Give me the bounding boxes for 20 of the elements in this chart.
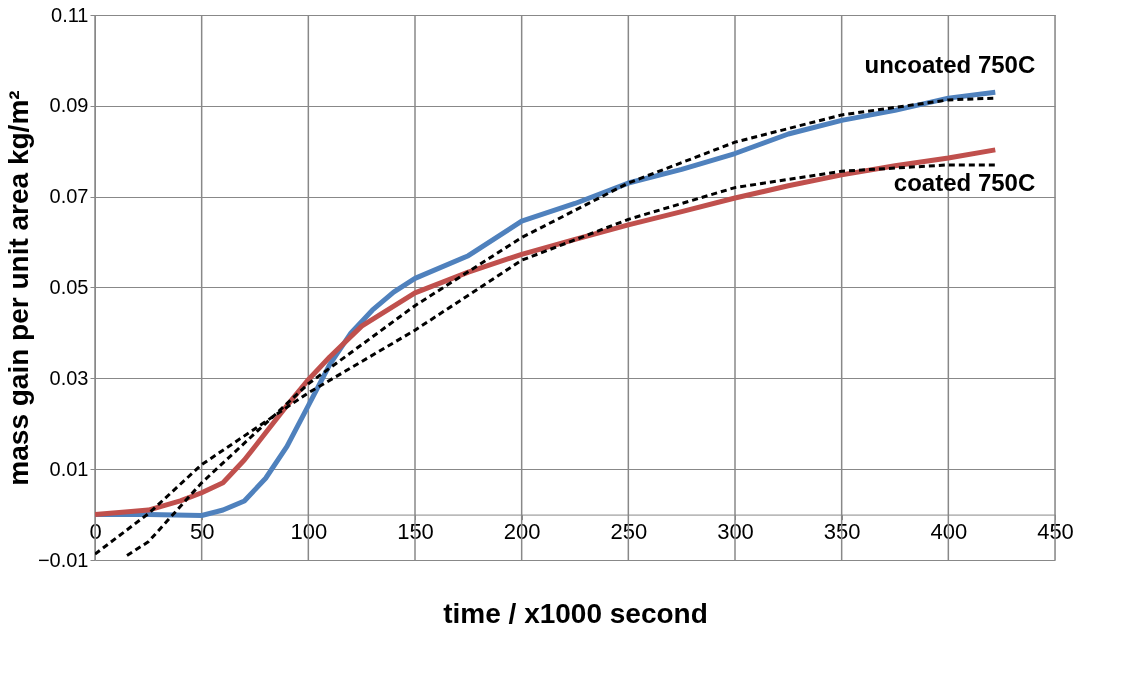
x-tick-label: 350 (823, 519, 861, 545)
y-tick-label: 0.05 (49, 276, 89, 298)
y-tick-label: 0.01 (49, 457, 89, 480)
y-axis-title: mass gain per unit area kg/m² (2, 90, 34, 486)
x-tick-label: 250 (610, 519, 648, 545)
series-label: coated 750C (893, 168, 1036, 196)
series-label: uncoated 750C (864, 51, 1036, 79)
y-tick-label: 0.09 (49, 94, 89, 117)
x-tick-label: 150 (397, 519, 434, 545)
x-axis-title: time / x1000 second (443, 597, 708, 629)
x-tick-label: 200 (503, 519, 541, 545)
x-tick-label: 100 (290, 519, 328, 545)
y-tick-label: 0.11 (51, 3, 89, 26)
x-tick-label: 400 (930, 519, 968, 545)
y-tick-label: 0.07 (49, 185, 89, 208)
x-tick-label: 50 (189, 519, 215, 545)
y-tick-label: 0.03 (49, 366, 89, 389)
x-tick-label: 450 (1037, 519, 1074, 545)
x-tick-label: 300 (717, 519, 754, 545)
y-tick-label: −0.01 (37, 548, 89, 571)
